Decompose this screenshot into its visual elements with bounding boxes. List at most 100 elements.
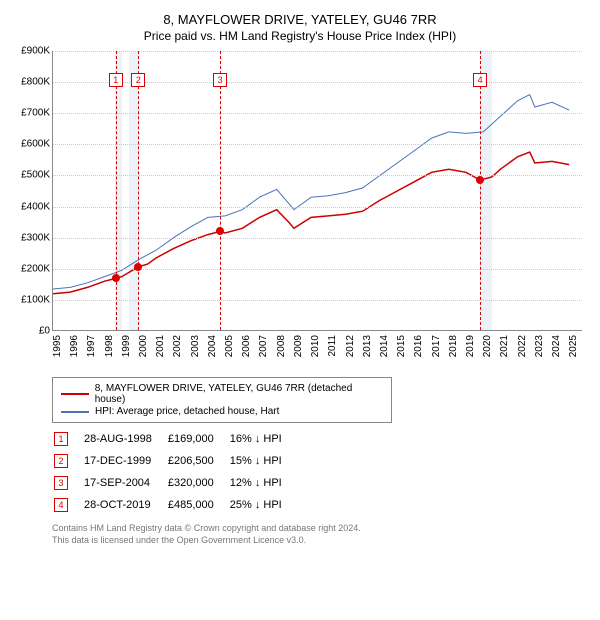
sales-table: 128-AUG-1998£169,00016% ↓ HPI217-DEC-199… bbox=[52, 427, 298, 517]
x-axis: 1995 1996 1997 1998 1999 2000 2001 2002 2003 2004… bbox=[52, 331, 582, 371]
table-row: 317-SEP-2004£320,00012% ↓ HPI bbox=[54, 473, 296, 493]
sale-num: 4 bbox=[54, 495, 82, 515]
chart-subtitle: Price paid vs. HM Land Registry's House … bbox=[10, 29, 590, 43]
footer-line1: Contains HM Land Registry data © Crown c… bbox=[52, 523, 590, 535]
sale-marker-line bbox=[220, 51, 221, 330]
sale-dot bbox=[134, 263, 142, 271]
x-tick-label: 2009 bbox=[293, 335, 304, 357]
y-tick-label: £200K bbox=[21, 263, 50, 274]
sale-num: 1 bbox=[54, 429, 82, 449]
sale-marker-line bbox=[116, 51, 117, 330]
x-tick-label: 2010 bbox=[310, 335, 321, 357]
x-tick-label: 2001 bbox=[155, 335, 166, 357]
gridline bbox=[53, 207, 582, 208]
sale-marker-box: 1 bbox=[109, 73, 123, 87]
sale-price: £169,000 bbox=[168, 429, 228, 449]
gridline bbox=[53, 269, 582, 270]
sale-date: 28-OCT-2019 bbox=[84, 495, 166, 515]
y-tick-label: £800K bbox=[21, 77, 50, 88]
sale-num: 3 bbox=[54, 473, 82, 493]
x-tick-label: 2008 bbox=[276, 335, 287, 357]
x-tick-label: 2011 bbox=[327, 335, 338, 357]
sale-marker-line bbox=[138, 51, 139, 330]
sale-marker-box: 4 bbox=[473, 73, 487, 87]
x-tick-label: 1998 bbox=[104, 335, 115, 357]
series-property bbox=[53, 152, 569, 294]
table-row: 217-DEC-1999£206,50015% ↓ HPI bbox=[54, 451, 296, 471]
y-tick-label: £900K bbox=[21, 46, 50, 57]
sale-dot bbox=[476, 176, 484, 184]
table-row: 428-OCT-2019£485,00025% ↓ HPI bbox=[54, 495, 296, 515]
x-tick-label: 2023 bbox=[534, 335, 545, 357]
x-tick-label: 1996 bbox=[69, 335, 80, 357]
x-tick-label: 2000 bbox=[138, 335, 149, 357]
footer: Contains HM Land Registry data © Crown c… bbox=[52, 523, 590, 546]
chart-container: £0 £100K £200K £300K £400K £500K £600K £700K £80… bbox=[10, 51, 590, 371]
sale-delta: 15% ↓ HPI bbox=[230, 451, 296, 471]
sale-delta: 12% ↓ HPI bbox=[230, 473, 296, 493]
x-tick-label: 2002 bbox=[172, 335, 183, 357]
sale-marker-box: 3 bbox=[213, 73, 227, 87]
sale-num: 2 bbox=[54, 451, 82, 471]
x-tick-label: 2025 bbox=[568, 335, 579, 357]
sale-date: 28-AUG-1998 bbox=[84, 429, 166, 449]
sale-delta: 25% ↓ HPI bbox=[230, 495, 296, 515]
sale-price: £485,000 bbox=[168, 495, 228, 515]
gridline bbox=[53, 113, 582, 114]
x-tick-label: 2019 bbox=[465, 335, 476, 357]
plot-svg bbox=[53, 51, 583, 331]
footer-line2: This data is licensed under the Open Gov… bbox=[52, 535, 590, 547]
x-tick-label: 2003 bbox=[190, 335, 201, 357]
x-tick-label: 2021 bbox=[499, 335, 510, 357]
legend-item: 8, MAYFLOWER DRIVE, YATELEY, GU46 7RR (d… bbox=[61, 383, 383, 405]
x-tick-label: 2005 bbox=[224, 335, 235, 357]
gridline bbox=[53, 300, 582, 301]
legend-item: HPI: Average price, detached house, Hart bbox=[61, 406, 383, 417]
x-tick-label: 2015 bbox=[396, 335, 407, 357]
legend-swatch bbox=[61, 411, 89, 413]
gridline bbox=[53, 175, 582, 176]
y-tick-label: £100K bbox=[21, 294, 50, 305]
x-tick-label: 2024 bbox=[551, 335, 562, 357]
sale-dot bbox=[216, 227, 224, 235]
y-tick-label: £300K bbox=[21, 232, 50, 243]
x-tick-label: 1995 bbox=[52, 335, 63, 357]
sale-delta: 16% ↓ HPI bbox=[230, 429, 296, 449]
gridline bbox=[53, 238, 582, 239]
x-tick-label: 2020 bbox=[482, 335, 493, 357]
sale-date: 17-DEC-1999 bbox=[84, 451, 166, 471]
x-tick-label: 2004 bbox=[207, 335, 218, 357]
x-tick-label: 2022 bbox=[517, 335, 528, 357]
sale-price: £320,000 bbox=[168, 473, 228, 493]
x-tick-label: 2014 bbox=[379, 335, 390, 357]
plot-area: 1234 bbox=[52, 51, 582, 331]
y-tick-label: £600K bbox=[21, 139, 50, 150]
sale-dot bbox=[112, 274, 120, 282]
x-tick-label: 2007 bbox=[258, 335, 269, 357]
x-tick-label: 2006 bbox=[241, 335, 252, 357]
x-tick-label: 2012 bbox=[345, 335, 356, 357]
x-tick-label: 2013 bbox=[362, 335, 373, 357]
x-tick-label: 1999 bbox=[121, 335, 132, 357]
sale-date: 17-SEP-2004 bbox=[84, 473, 166, 493]
y-tick-label: £0 bbox=[39, 326, 50, 337]
table-row: 128-AUG-1998£169,00016% ↓ HPI bbox=[54, 429, 296, 449]
series-hpi bbox=[53, 95, 569, 289]
chart-title: 8, MAYFLOWER DRIVE, YATELEY, GU46 7RR bbox=[10, 12, 590, 27]
gridline bbox=[53, 51, 582, 52]
y-tick-label: £400K bbox=[21, 201, 50, 212]
sale-marker-line bbox=[480, 51, 481, 330]
y-axis: £0£100K£200K£300K£400K£500K£600K£700K£80… bbox=[10, 51, 52, 331]
legend: 8, MAYFLOWER DRIVE, YATELEY, GU46 7RR (d… bbox=[52, 377, 392, 423]
x-tick-label: 2017 bbox=[431, 335, 442, 357]
legend-label: HPI: Average price, detached house, Hart bbox=[95, 406, 279, 417]
x-tick-label: 2016 bbox=[413, 335, 424, 357]
gridline bbox=[53, 144, 582, 145]
legend-label: 8, MAYFLOWER DRIVE, YATELEY, GU46 7RR (d… bbox=[95, 383, 383, 405]
y-tick-label: £500K bbox=[21, 170, 50, 181]
sale-price: £206,500 bbox=[168, 451, 228, 471]
y-tick-label: £700K bbox=[21, 108, 50, 119]
x-tick-label: 1997 bbox=[86, 335, 97, 357]
legend-swatch bbox=[61, 393, 89, 395]
x-tick-label: 2018 bbox=[448, 335, 459, 357]
